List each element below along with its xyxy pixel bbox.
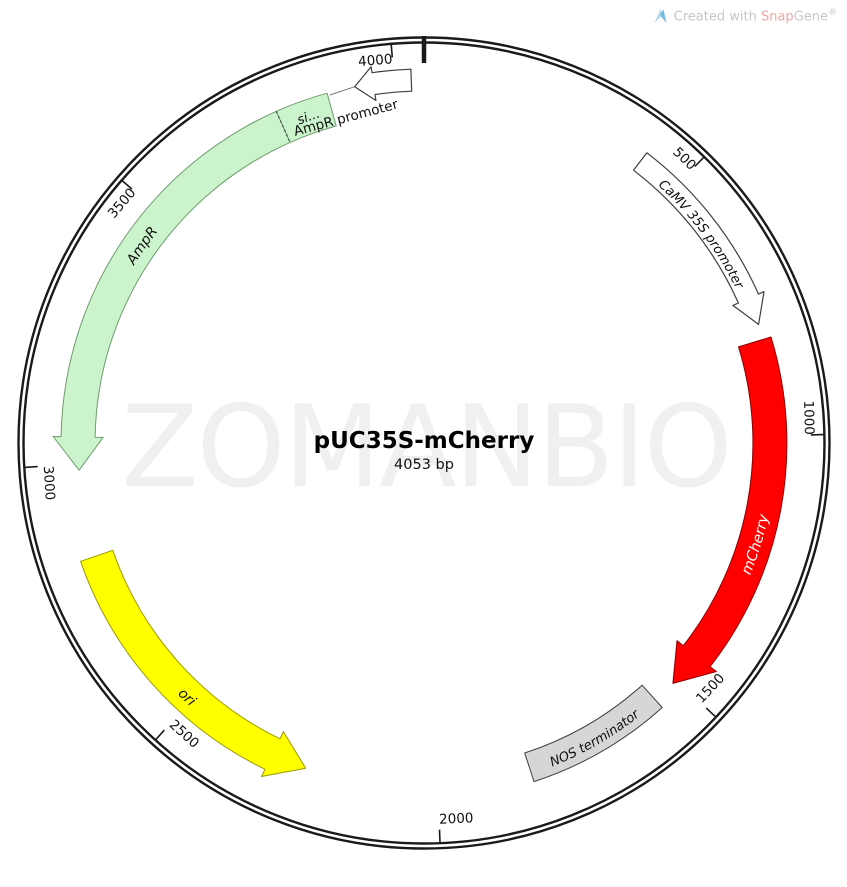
- credit-prefix: Created with: [673, 9, 761, 25]
- tick-2000: 2000: [438, 810, 474, 843]
- snapgene-logo-icon: [654, 8, 667, 23]
- credit-brand-gene: Gene: [793, 9, 828, 25]
- tick-label-3000: 3000: [40, 465, 58, 500]
- tick-label-2000: 2000: [439, 810, 474, 827]
- signal-sequence-divider: [275, 111, 291, 143]
- credit-text: Created with SnapGene®: [674, 8, 837, 24]
- feature-ori: [80, 549, 307, 777]
- feature-camv-35s-promoter: [632, 152, 765, 325]
- tick-label-4000: 4000: [358, 51, 394, 70]
- watermark: ZOMANBIO: [121, 381, 730, 513]
- feature-mcherry: [672, 336, 788, 684]
- tick-4000: 4000: [358, 44, 394, 70]
- feature-ampr: [52, 110, 291, 471]
- credit-brand-snap: Snap: [760, 9, 794, 25]
- tick-label-3500: 3500: [105, 185, 140, 221]
- plasmid-title: pUC35S-mCherry: [314, 428, 535, 454]
- feature-ampr-promoter-arrow: [354, 66, 413, 102]
- tick-mark: [694, 156, 705, 168]
- tick-mark: [390, 44, 394, 58]
- snapgene-credit: Created with SnapGene®: [653, 7, 837, 25]
- feature-label-camv-35s-promoter: CaMV 35S promoter: [655, 177, 747, 292]
- tick-mark: [155, 729, 165, 741]
- tick-mark: [24, 465, 38, 469]
- tick-label-1000: 1000: [800, 400, 817, 435]
- tick-3000: 3000: [24, 465, 58, 501]
- credit-registered-mark: ®: [828, 7, 837, 18]
- tick-1000: 1000: [800, 400, 824, 436]
- plasmid-size: 4053 bp: [394, 457, 454, 473]
- tick-mark: [705, 707, 717, 718]
- feature-signal-sequence: [275, 92, 337, 143]
- tick-500: 500: [669, 144, 705, 174]
- ampr-promoter-leader-line: [329, 86, 355, 96]
- tick-mark: [438, 829, 441, 843]
- feature-label-signal-sequence: si...: [295, 107, 322, 129]
- tick-mark: [121, 179, 133, 190]
- feature-nos-terminator: [524, 684, 663, 783]
